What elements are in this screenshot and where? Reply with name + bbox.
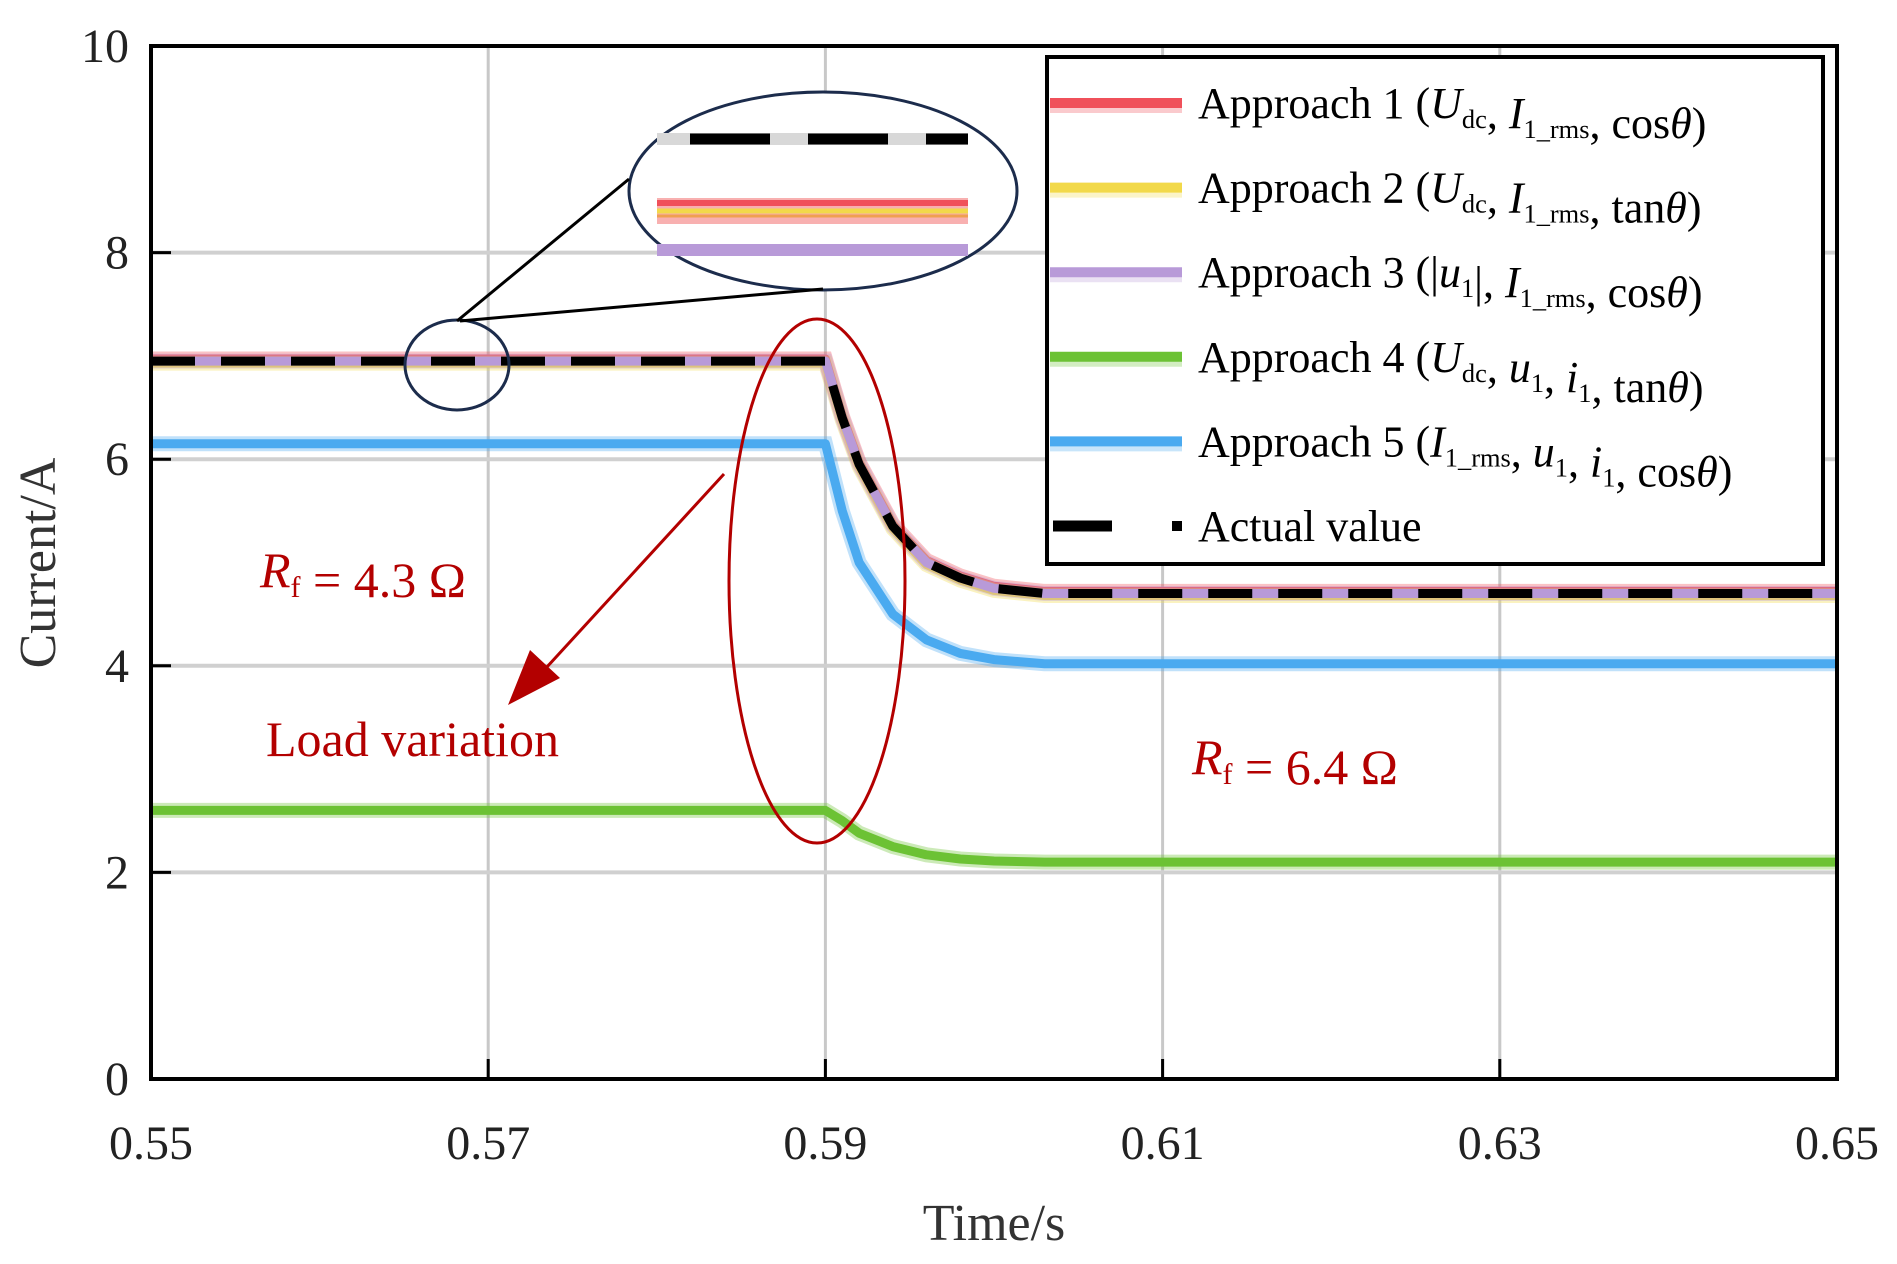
legend-label-2: Approach 2 (Udc, I1_rms, tanθ) (1198, 164, 1702, 233)
y-axis-label: Current/A (10, 457, 67, 668)
x-tick-label: 0.63 (1458, 1117, 1542, 1170)
legend-label-5: Approach 5 (I1_rms, u1, i1, cosθ) (1198, 417, 1732, 496)
x-tick-label: 0.65 (1795, 1117, 1879, 1170)
series-halo (151, 802, 1837, 870)
tick-labels: 0.55 0.57 0.59 0.61 0.63 0.65 0 2 4 6 8 10 (81, 20, 1879, 1170)
legend-swatch-dot (1172, 521, 1182, 531)
y-tick-label: 10 (81, 20, 129, 73)
legend-label-3: Approach 3 (|u1|, I1_rms, cosθ) (1198, 248, 1703, 317)
series-line-4 (151, 805, 1837, 867)
legend: Approach 1 (Udc, I1_rms, cosθ) Approach 2… (1045, 55, 1825, 566)
y-tick-label: 6 (105, 433, 129, 486)
transient-ellipse (727, 317, 907, 845)
series-line-5 (151, 439, 1837, 669)
y-tick-label: 0 (105, 1053, 129, 1106)
legend-label-6: Actual value (1198, 502, 1422, 551)
y-tick-label: 8 (105, 227, 129, 280)
y-tick-label: 4 (105, 640, 129, 693)
load-arrow-shaft (533, 472, 726, 682)
x-tick-label: 0.59 (783, 1117, 867, 1170)
annotation-rf-after: Rf = 6.4 Ω (1191, 729, 1398, 795)
series-lines (151, 351, 1837, 870)
annotation-load-variation: Load variation (266, 711, 559, 767)
zoom-inset-ellipse (627, 90, 1019, 292)
annotation-rf-before: Rf = 4.3 Ω (259, 542, 466, 608)
legend-label-4: Approach 4 (Udc, u1, i1, tanθ) (1198, 333, 1704, 412)
annotations: Rf = 4.3 Ω Load variation Rf = 6.4 Ω (259, 317, 1398, 845)
load-arrow-head (508, 650, 560, 705)
x-tick-label: 0.61 (1121, 1117, 1205, 1170)
legend-box (1045, 55, 1825, 566)
series-line-6 (151, 356, 1837, 598)
y-tick-label: 2 (105, 846, 129, 899)
legend-label-1: Approach 1 (Udc, I1_rms, cosθ) (1198, 79, 1706, 148)
zoom-connector (459, 287, 824, 323)
zoom-connector (456, 177, 630, 323)
plot-frame (149, 44, 1839, 1081)
x-axis-label: Time/s (923, 1195, 1066, 1252)
x-tick-label: 0.57 (446, 1117, 530, 1170)
x-tick-label: 0.55 (109, 1117, 193, 1170)
zoom-inset (403, 90, 1019, 412)
